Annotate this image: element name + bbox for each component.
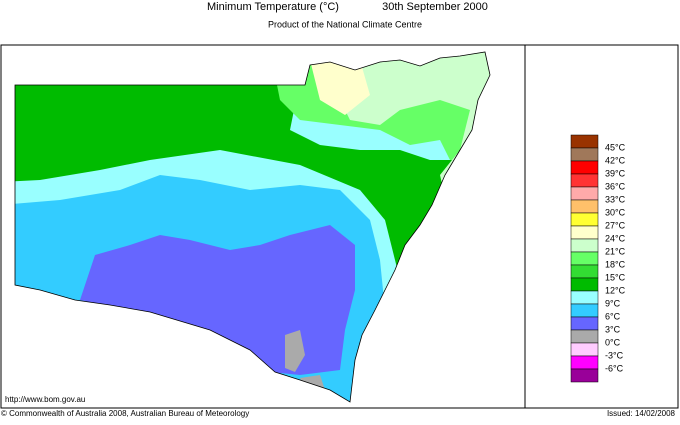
legend-label: 21°C xyxy=(605,246,626,256)
legend-swatch xyxy=(570,277,599,292)
legend-label: 36°C xyxy=(605,181,626,191)
legend-swatch xyxy=(570,303,599,318)
legend-swatch xyxy=(570,238,599,253)
legend-label: 33°C xyxy=(605,194,626,204)
legend-swatch xyxy=(570,251,599,266)
legend-label: 45°C xyxy=(605,142,626,152)
legend-swatch xyxy=(570,329,599,344)
legend-label: 6°C xyxy=(605,311,621,321)
region xyxy=(15,80,490,300)
legend-swatch xyxy=(570,134,599,149)
state-outline xyxy=(14,51,491,403)
legend-label: 3°C xyxy=(605,324,621,334)
legend-swatch xyxy=(570,264,599,279)
legend-label: -6°C xyxy=(605,363,624,373)
issued-date: Issued: 14/02/2008 xyxy=(607,409,676,418)
source-url: http://www.bom.gov.au xyxy=(5,395,85,404)
legend-swatch xyxy=(570,368,599,383)
legend-swatch xyxy=(570,290,599,305)
region xyxy=(285,330,325,390)
legend-swatch xyxy=(570,186,599,201)
legend-swatch xyxy=(570,355,599,370)
legend-swatch xyxy=(570,316,599,331)
legend-label: 27°C xyxy=(605,220,626,230)
legend-swatch xyxy=(570,173,599,188)
region xyxy=(310,60,370,115)
legend-label: 15°C xyxy=(605,272,626,282)
legend-swatch xyxy=(570,342,599,357)
legend-label: -3°C xyxy=(605,350,624,360)
legend-frame xyxy=(524,44,679,409)
legend-swatch xyxy=(570,225,599,240)
legend-swatch xyxy=(570,147,599,162)
legend-label: 24°C xyxy=(605,233,626,243)
map-subtitle: Product of the National Climate Centre xyxy=(268,19,422,29)
legend-label: 0°C xyxy=(605,337,621,347)
map-title: Minimum Temperature (°C) xyxy=(207,1,339,13)
legend-label: 42°C xyxy=(605,155,626,165)
legend-swatch xyxy=(570,199,599,214)
map-date: 30th September 2000 xyxy=(382,1,488,13)
copyright: © Commonwealth of Australia 2008, Austra… xyxy=(1,409,249,418)
legend-swatch xyxy=(570,160,599,175)
legend-swatch xyxy=(570,212,599,227)
legend: 45°C 42°C 39°C 36°C 33°C 30°C 27°C 24°C 21°C 18°C… xyxy=(570,134,626,383)
legend-label: 18°C xyxy=(605,259,626,269)
legend-label: 39°C xyxy=(605,168,626,178)
legend-label: 12°C xyxy=(605,285,626,295)
legend-label: 30°C xyxy=(605,207,626,217)
legend-label: 9°C xyxy=(605,298,621,308)
